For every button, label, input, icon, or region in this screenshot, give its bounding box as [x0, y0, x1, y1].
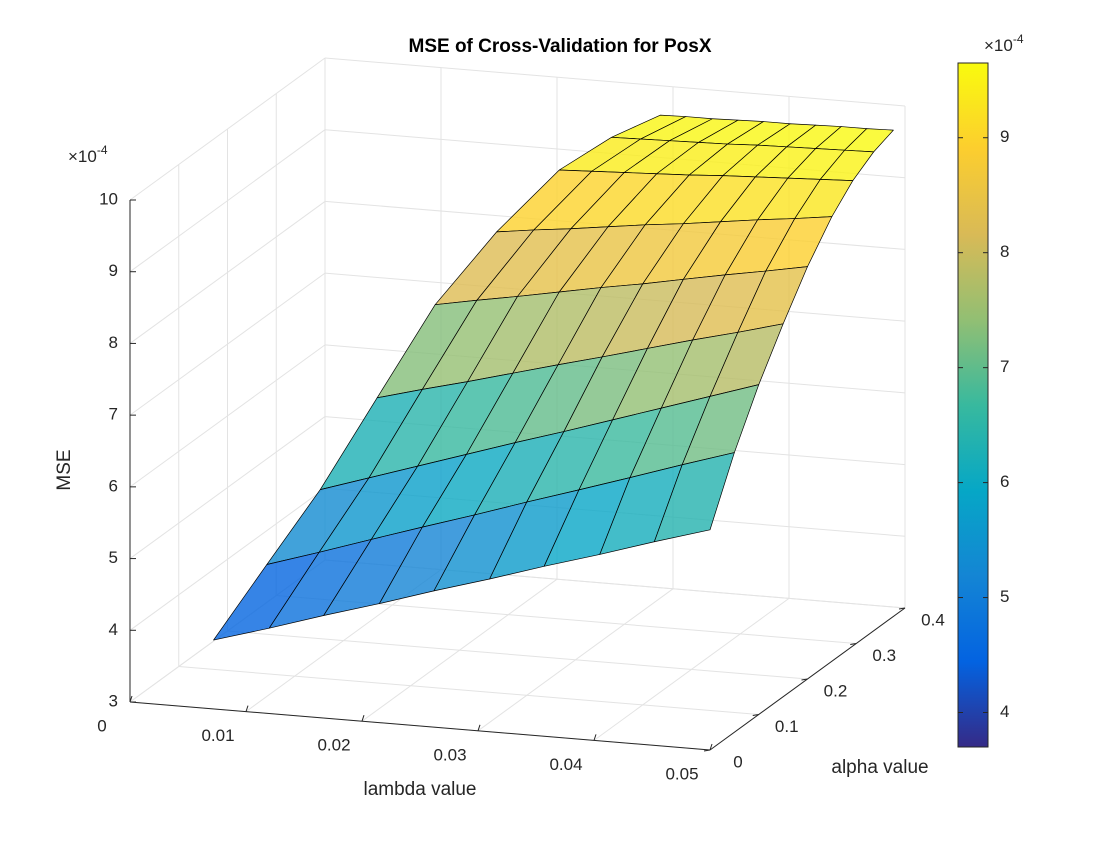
- colorbar-tick-label: 8: [1000, 242, 1009, 261]
- x-tick-label: 0.03: [433, 745, 466, 764]
- y-tick: [850, 643, 857, 645]
- x-tick: [477, 724, 481, 731]
- colorbar-tick-label: 4: [1000, 702, 1009, 721]
- grid-line: [129, 201, 326, 344]
- grid-line: [129, 344, 326, 488]
- colorbar-tick-label: 5: [1000, 587, 1009, 606]
- y-tick-label: 0.4: [921, 610, 945, 629]
- colorbar-tick-label: 7: [1000, 357, 1009, 376]
- y-tick-label: 0: [733, 752, 742, 771]
- x-tick-label: 0: [97, 716, 106, 735]
- z-tick-label: 8: [109, 333, 118, 352]
- x-tick: [361, 715, 365, 722]
- x-tick-label: 0.02: [317, 736, 350, 755]
- grid-line: [129, 57, 326, 201]
- colorbar-exponent: ×10-4: [984, 32, 1024, 55]
- grid-line: [227, 630, 808, 680]
- y-tick: [801, 678, 808, 681]
- x-tick: [245, 705, 249, 712]
- grid-line: [129, 487, 326, 631]
- grid-line: [178, 666, 759, 715]
- z-tick-label: 6: [109, 476, 118, 495]
- z-exponent: ×10-4: [68, 143, 108, 166]
- z-axis-label: MSE: [54, 449, 75, 490]
- grid-line: [129, 416, 326, 559]
- colorbar-tick-label: 6: [1000, 472, 1009, 491]
- x-tick: [709, 743, 713, 751]
- z-exponent-power: -4: [97, 143, 108, 157]
- x-tick-label: 0.01: [201, 726, 234, 745]
- colorbar-exponent-power: -4: [1013, 32, 1024, 46]
- x-axis-line: [129, 701, 711, 751]
- colorbar: [957, 62, 989, 748]
- y-tick-label: 0.1: [775, 717, 799, 736]
- colorbar-ticks: 4 5 6 7 8 9: [958, 127, 1009, 721]
- y-tick-label: 0.2: [824, 681, 848, 700]
- y-axis-label: alpha value: [831, 757, 928, 778]
- colorbar-exponent-base: ×10: [984, 36, 1013, 55]
- surface-face: [653, 452, 735, 543]
- z-tick-label: 3: [109, 691, 118, 710]
- y-tick-label: 0.3: [872, 646, 896, 665]
- z-tick-label: 5: [109, 548, 118, 567]
- x-axis-label: lambda value: [363, 779, 476, 800]
- y-tick: [703, 749, 711, 752]
- x-tick-label: 0.05: [665, 764, 698, 783]
- y-tick: [752, 714, 759, 716]
- grid-line: [129, 129, 326, 273]
- z-tick-label: 7: [109, 405, 118, 424]
- colorbar-tick-label: 9: [1000, 127, 1009, 146]
- z-tick-label: 4: [109, 620, 118, 639]
- grid-line: [324, 57, 906, 107]
- x-tick-label: 0.04: [549, 755, 582, 774]
- z-exponent-base: ×10: [68, 147, 97, 166]
- y-tick: [898, 607, 906, 610]
- grid-line: [129, 272, 326, 416]
- z-tick-label: 10: [99, 189, 118, 208]
- x-tick: [593, 734, 597, 741]
- chart-title: MSE of Cross-Validation for PosX: [409, 36, 712, 57]
- axes: 0 0.01 0.02 0.03 0.04 0.05 0 0.1 0.2 0.3 0.4 3 4 5 6 7 8…: [97, 189, 945, 783]
- x-tick: [129, 695, 133, 703]
- surface: [213, 114, 894, 641]
- z-tick-label: 9: [109, 261, 118, 280]
